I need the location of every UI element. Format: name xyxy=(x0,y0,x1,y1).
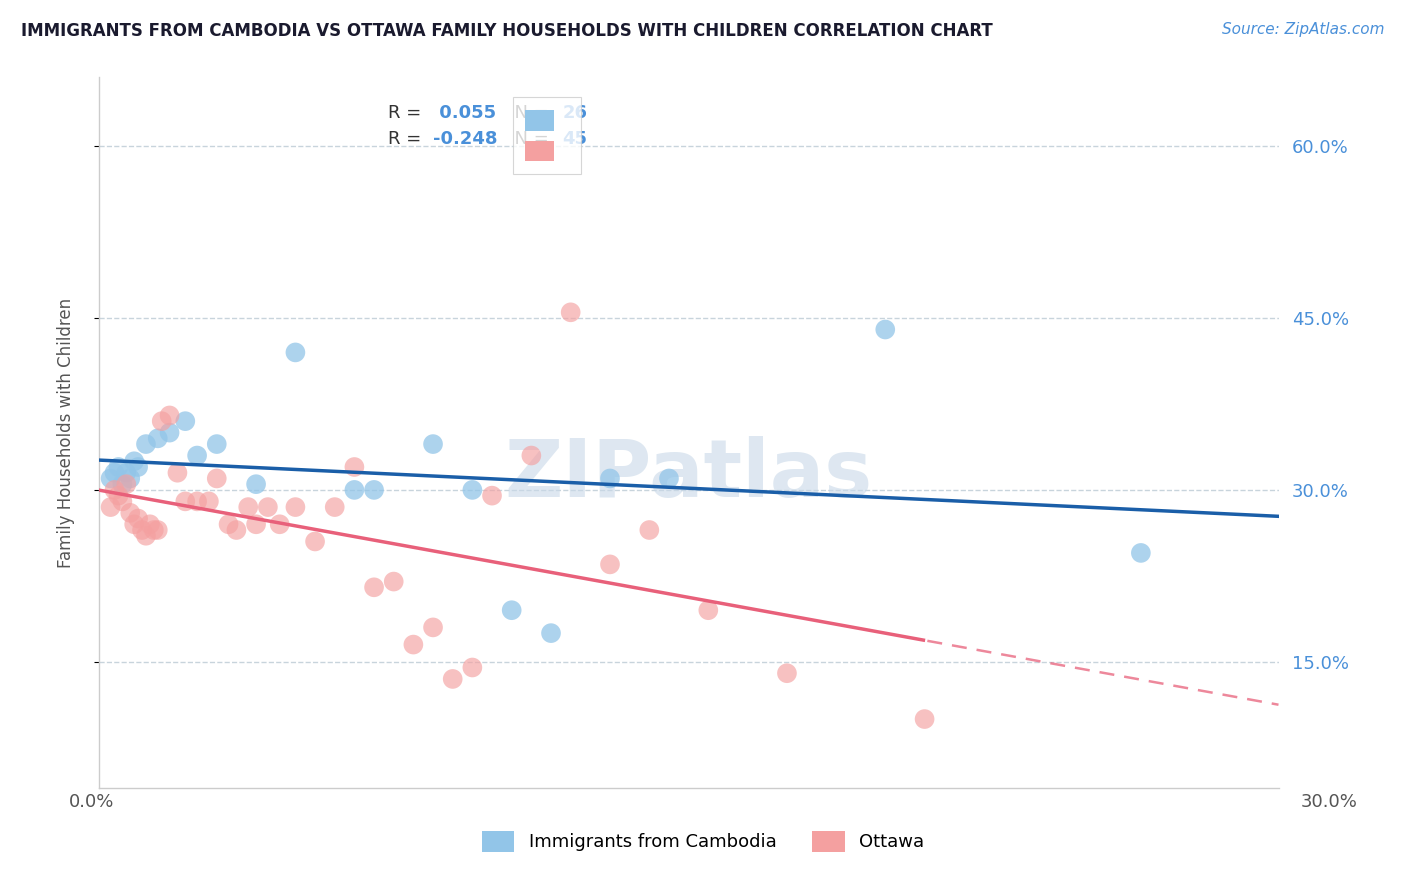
Point xyxy=(120,471,142,485)
Point xyxy=(402,638,425,652)
Point xyxy=(122,517,145,532)
Point xyxy=(186,449,208,463)
Point xyxy=(323,500,346,514)
Point xyxy=(131,523,153,537)
Point xyxy=(205,471,228,485)
Point xyxy=(103,483,125,497)
Point xyxy=(159,425,181,440)
Point xyxy=(382,574,405,589)
Text: ZIPatlas: ZIPatlas xyxy=(505,436,873,515)
Point xyxy=(238,500,260,514)
Text: R =: R = xyxy=(388,104,427,122)
Point xyxy=(481,489,503,503)
Point xyxy=(186,494,208,508)
Point xyxy=(343,460,366,475)
Y-axis label: Family Households with Children: Family Households with Children xyxy=(58,298,75,567)
Point xyxy=(120,506,142,520)
Point xyxy=(111,477,134,491)
Point xyxy=(107,460,129,475)
Point xyxy=(146,523,169,537)
Point xyxy=(776,666,799,681)
Legend: Immigrants from Cambodia, Ottawa: Immigrants from Cambodia, Ottawa xyxy=(472,822,934,861)
Point xyxy=(150,414,173,428)
Point xyxy=(284,345,307,359)
Point xyxy=(100,500,122,514)
Point xyxy=(127,511,149,525)
Point xyxy=(198,494,221,508)
Point xyxy=(501,603,523,617)
Point xyxy=(914,712,936,726)
Text: 26: 26 xyxy=(562,104,588,122)
Point xyxy=(284,500,307,514)
Point xyxy=(111,494,134,508)
Text: R =: R = xyxy=(388,130,427,148)
Text: Source: ZipAtlas.com: Source: ZipAtlas.com xyxy=(1222,22,1385,37)
Point xyxy=(146,431,169,445)
Point xyxy=(135,529,157,543)
Text: IMMIGRANTS FROM CAMBODIA VS OTTAWA FAMILY HOUSEHOLDS WITH CHILDREN CORRELATION C: IMMIGRANTS FROM CAMBODIA VS OTTAWA FAMIL… xyxy=(21,22,993,40)
Point xyxy=(159,409,181,423)
Point xyxy=(441,672,464,686)
Point xyxy=(205,437,228,451)
Point xyxy=(139,517,162,532)
Point xyxy=(269,517,291,532)
Point xyxy=(122,454,145,468)
Point xyxy=(107,489,129,503)
Point xyxy=(166,466,188,480)
Point xyxy=(1129,546,1152,560)
Point xyxy=(363,483,385,497)
Point xyxy=(245,517,267,532)
Legend: , : , xyxy=(513,97,582,174)
Point xyxy=(245,477,267,491)
Point xyxy=(115,466,138,480)
Point xyxy=(422,437,444,451)
Text: 45: 45 xyxy=(562,130,588,148)
Point xyxy=(658,471,681,485)
Point xyxy=(135,437,157,451)
Point xyxy=(599,471,621,485)
Point xyxy=(174,494,197,508)
Text: 0.055: 0.055 xyxy=(433,104,496,122)
Point xyxy=(218,517,240,532)
Point xyxy=(142,523,165,537)
Point xyxy=(115,477,138,491)
Point xyxy=(520,449,543,463)
Point xyxy=(697,603,720,617)
Point xyxy=(461,483,484,497)
Point xyxy=(363,580,385,594)
Text: 30.0%: 30.0% xyxy=(1301,793,1357,811)
Point xyxy=(304,534,326,549)
Point xyxy=(100,471,122,485)
Point xyxy=(127,460,149,475)
Point xyxy=(343,483,366,497)
Point xyxy=(174,414,197,428)
Point xyxy=(257,500,280,514)
Point xyxy=(540,626,562,640)
Point xyxy=(560,305,582,319)
Point xyxy=(225,523,247,537)
Text: N =: N = xyxy=(503,130,555,148)
Text: N =: N = xyxy=(503,104,555,122)
Text: -0.248: -0.248 xyxy=(433,130,498,148)
Point xyxy=(103,466,125,480)
Text: 0.0%: 0.0% xyxy=(69,793,114,811)
Point xyxy=(599,558,621,572)
Point xyxy=(461,660,484,674)
Point xyxy=(422,620,444,634)
Point xyxy=(875,322,897,336)
Point xyxy=(638,523,661,537)
